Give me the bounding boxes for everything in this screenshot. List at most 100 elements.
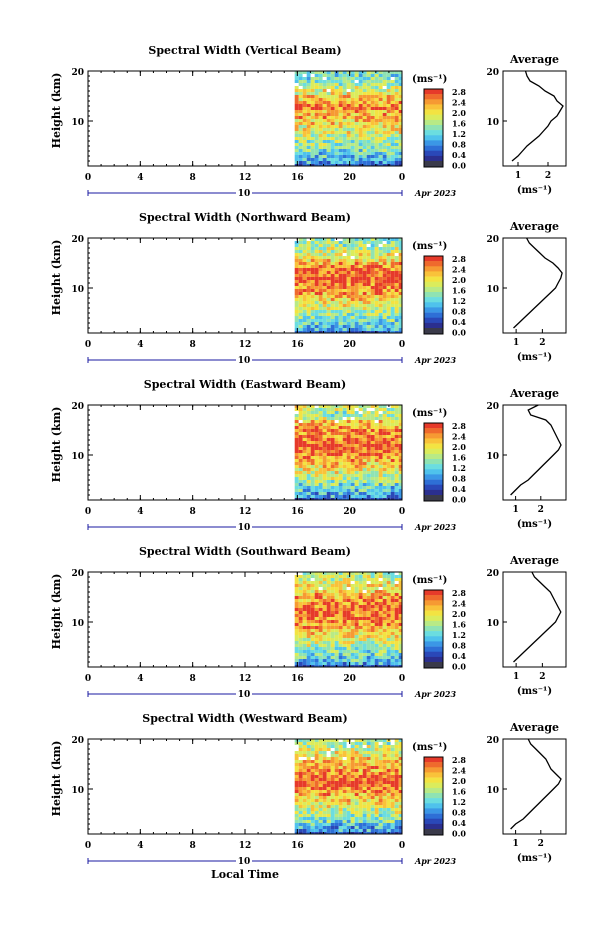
- heatmap-cell: [395, 474, 399, 477]
- x-tick-label: 8: [190, 674, 196, 684]
- heatmap-cell: [351, 760, 355, 763]
- heatmap-cell: [295, 468, 299, 471]
- heatmap-cell: [395, 155, 399, 158]
- heatmap-cell: [351, 778, 355, 781]
- heatmap-cell: [395, 462, 399, 465]
- heatmap-cell: [331, 107, 335, 110]
- heatmap-cell: [327, 119, 331, 122]
- heatmap-cell: [311, 641, 315, 644]
- heatmap-cell: [343, 140, 347, 143]
- heatmap-cell: [323, 113, 327, 116]
- heatmap-cell: [299, 420, 303, 423]
- heatmap-cell: [319, 316, 323, 319]
- heatmap-cell: [367, 662, 371, 665]
- heatmap-cell: [367, 101, 371, 104]
- heatmap-cell: [307, 426, 311, 429]
- heatmap-cell: [335, 629, 339, 632]
- heatmap-cell: [363, 325, 367, 328]
- heatmap-cell: [391, 763, 395, 766]
- heatmap-cell: [303, 155, 307, 158]
- heatmap-cell: [307, 414, 311, 417]
- heatmap-cell: [387, 495, 391, 498]
- heatmap-cell: [363, 456, 367, 459]
- heatmap-cell: [371, 274, 375, 277]
- heatmap-cell: [311, 122, 315, 125]
- colorbar-swatch: [424, 631, 443, 636]
- colorbar-swatch: [424, 99, 443, 104]
- heatmap-cell: [351, 152, 355, 155]
- heatmap-cell: [375, 122, 379, 125]
- heatmap-cell: [303, 426, 307, 429]
- heatmap-cell: [359, 441, 363, 444]
- heatmap-cell: [387, 146, 391, 149]
- heatmap-cell: [351, 641, 355, 644]
- heatmap-cell: [299, 241, 303, 244]
- heatmap-cell: [343, 471, 347, 474]
- heatmap-cell: [363, 638, 367, 641]
- heatmap-cell: [363, 790, 367, 793]
- heatmap-cell: [339, 790, 343, 793]
- colorbar-swatch: [424, 423, 443, 428]
- heatmap-cell: [303, 95, 307, 98]
- heatmap-cell: [299, 492, 303, 495]
- heatmap-cell: [351, 110, 355, 113]
- heatmap-cell: [379, 256, 383, 259]
- heatmap-cell: [295, 328, 299, 331]
- heatmap-cell: [295, 322, 299, 325]
- heatmap-cell: [319, 86, 323, 89]
- heatmap-cell: [391, 796, 395, 799]
- heatmap-cell: [323, 650, 327, 653]
- heatmap-cell: [359, 447, 363, 450]
- heatmap-cell: [383, 143, 387, 146]
- heatmap-cell: [307, 247, 311, 250]
- heatmap-cell: [367, 745, 371, 748]
- heatmap-cell: [355, 617, 359, 620]
- heatmap-cell: [371, 137, 375, 140]
- heatmap-cell: [295, 441, 299, 444]
- heatmap-cell: [327, 408, 331, 411]
- heatmap-cell: [343, 751, 347, 754]
- heatmap-cell: [339, 581, 343, 584]
- heatmap-cell: [363, 587, 367, 590]
- colorbar-tick-label: 0.4: [452, 484, 466, 494]
- heatmap-cell: [347, 796, 351, 799]
- heatmap-cell: [295, 247, 299, 250]
- colorbar-swatch: [424, 277, 443, 282]
- heatmap-cell: [331, 158, 335, 161]
- heatmap-cell: [383, 784, 387, 787]
- heatmap-cell: [299, 471, 303, 474]
- heatmap-cell: [363, 113, 367, 116]
- heatmap-cell: [371, 811, 375, 814]
- heatmap-cell: [323, 128, 327, 131]
- heatmap-cell: [359, 116, 363, 119]
- heatmap-cell: [307, 802, 311, 805]
- heatmap-cell: [319, 134, 323, 137]
- heatmap-cell: [335, 274, 339, 277]
- heatmap-cell: [327, 644, 331, 647]
- heatmap-cell: [303, 635, 307, 638]
- heatmap-cell: [383, 417, 387, 420]
- heatmap-cell: [319, 292, 323, 295]
- heatmap-cell: [295, 790, 299, 793]
- heatmap-cell: [367, 125, 371, 128]
- heatmap-cell: [355, 444, 359, 447]
- heatmap-cell: [327, 495, 331, 498]
- heatmap-cell: [387, 808, 391, 811]
- x-tick-label: 4: [137, 507, 143, 517]
- heatmap-cell: [371, 283, 375, 286]
- heatmap-cell: [323, 596, 327, 599]
- heatmap-cell: [319, 131, 323, 134]
- heatmap-cell: [347, 423, 351, 426]
- heatmap-cell: [383, 796, 387, 799]
- heatmap-cell: [311, 823, 315, 826]
- heatmap-cell: [367, 438, 371, 441]
- y-tick-label: 10: [71, 285, 84, 295]
- heatmap-cell: [395, 602, 399, 605]
- heatmap-cell: [351, 310, 355, 313]
- heatmap-cell: [331, 268, 335, 271]
- heatmap-cell: [355, 155, 359, 158]
- heatmap-cell: [351, 313, 355, 316]
- heatmap-cell: [319, 149, 323, 152]
- heatmap-cell: [327, 414, 331, 417]
